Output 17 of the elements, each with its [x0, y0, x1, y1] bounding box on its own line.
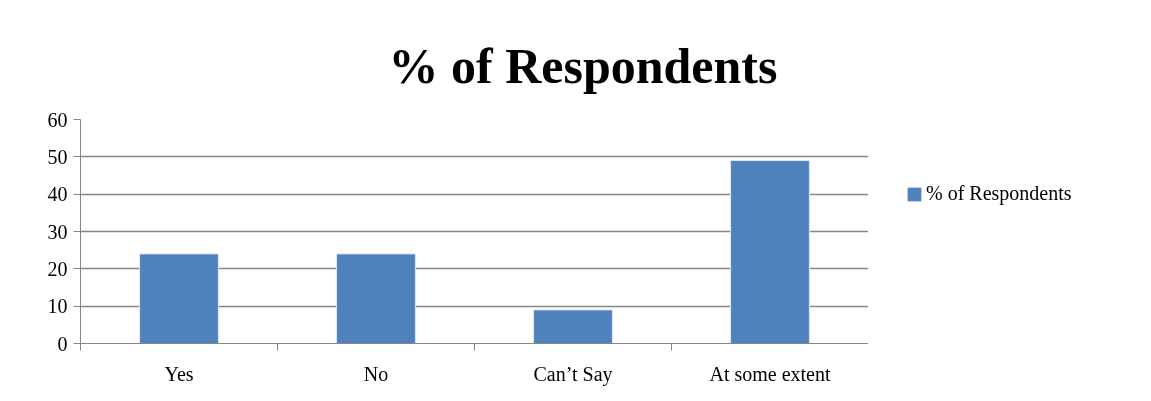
x-tick-label: No: [363, 362, 389, 385]
x-tick-label: Yes: [164, 362, 194, 385]
y-tick-label: 50: [47, 145, 68, 168]
y-tick-label: 20: [47, 257, 68, 280]
y-tick-label: 0: [57, 332, 68, 355]
bar: [336, 253, 416, 344]
y-tick-label: 10: [47, 295, 68, 318]
chart-title: % of Respondents: [388, 37, 778, 94]
x-tick-label: At some extent: [709, 362, 831, 385]
bar: [533, 309, 613, 344]
bar: [730, 160, 810, 344]
y-tick-label: 30: [47, 220, 68, 243]
x-tick-label: Can’t Say: [533, 362, 613, 386]
bar: [139, 253, 219, 344]
legend-label: % of Respondents: [926, 182, 1072, 205]
y-tick-label: 60: [47, 108, 68, 131]
y-tick-label: 40: [47, 183, 68, 206]
